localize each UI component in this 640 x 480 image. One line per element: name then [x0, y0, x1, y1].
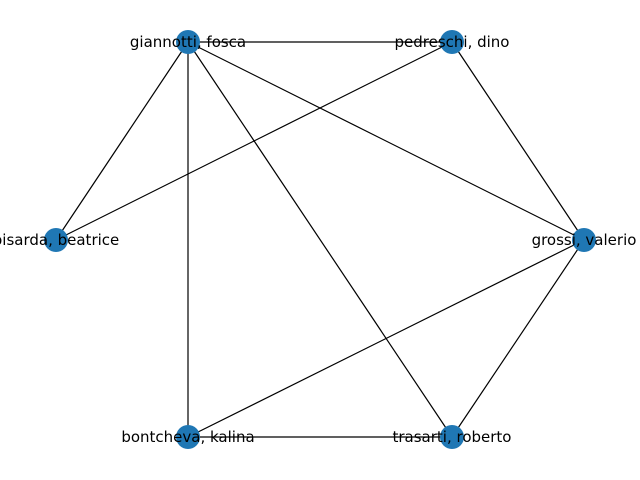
node-label-pisarda: pisarda, beatrice — [0, 231, 119, 249]
node-label-giannotti: giannotti, fosca — [130, 33, 246, 51]
node-label-bontcheva: bontcheva, kalina — [121, 428, 254, 446]
node-layer — [44, 30, 596, 449]
node-pisarda — [44, 228, 68, 252]
node-giannotti — [176, 30, 200, 54]
node-bontcheva — [176, 425, 200, 449]
node-trasarti — [440, 425, 464, 449]
node-label-pedreschi: pedreschi, dino — [395, 33, 510, 51]
edge-giannotti-grossi — [187, 41, 585, 241]
edge-layer — [55, 41, 585, 438]
label-layer: giannotti, fosca pedreschi, dino grossi, v… — [0, 33, 636, 446]
edge-pedreschi-pisarda — [55, 41, 453, 241]
node-label-trasarti: trasarti, roberto — [393, 428, 512, 446]
node-label-grossi: grossi, valerio — [532, 231, 637, 249]
node-pedreschi — [440, 30, 464, 54]
edge-grossi-trasarti — [451, 239, 585, 438]
node-grossi — [572, 228, 596, 252]
edge-pedreschi-grossi — [451, 41, 585, 241]
edge-giannotti-pisarda — [55, 41, 189, 241]
edge-grossi-bontcheva — [187, 239, 585, 438]
edge-giannotti-trasarti — [187, 41, 453, 438]
